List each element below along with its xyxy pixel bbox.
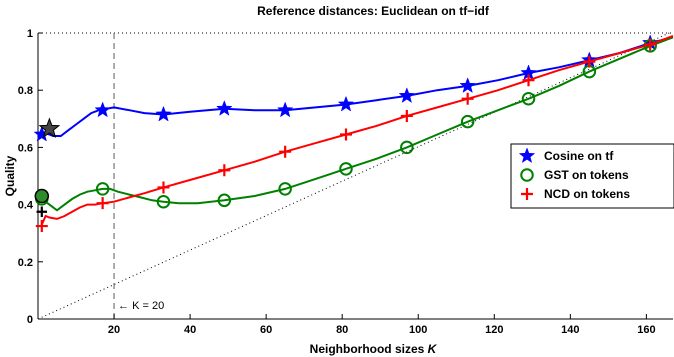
series-line-gst-on-tokens: [41, 36, 674, 212]
legend-label-gst-on-tokens: GST on tokens: [544, 168, 629, 182]
y-tick-label: 0: [27, 314, 33, 326]
data-point-ncd-on-tokens: [279, 145, 292, 158]
data-point-ncd-on-tokens: [96, 197, 109, 210]
y-tick-label: 0.6: [18, 142, 33, 154]
data-point-ncd-on-tokens: [35, 220, 48, 233]
x-axis-label-text: Neighborhood sizes: [310, 342, 428, 356]
y-axis-label: Quality: [3, 155, 17, 196]
data-point-cosine-on-tf: [155, 105, 172, 122]
chart-title: Reference distances: Euclidean on tf−idf: [257, 4, 490, 18]
data-point-ncd-on-tokens: [157, 181, 170, 194]
data-point-ncd-on-tokens: [583, 55, 596, 68]
reference-marker-plus: [36, 206, 48, 217]
y-tick-label: 0.4: [18, 200, 34, 212]
legend-label-cosine-on-tf: Cosine on tf: [544, 149, 614, 163]
x-tick-label: 20: [108, 324, 120, 336]
legend-marker-ncd-on-tokens: [521, 188, 533, 200]
series-line-cosine-on-tf: [41, 36, 674, 137]
data-point-cosine-on-tf: [94, 101, 111, 118]
data-point-ncd-on-tokens: [218, 164, 231, 177]
data-point-cosine-on-tf: [398, 87, 416, 103]
y-tick-label: 0.2: [18, 257, 33, 269]
data-point-ncd-on-tokens: [522, 74, 535, 87]
legend-label-ncd-on-tokens: NCD on tokens: [544, 187, 630, 201]
data-point-cosine-on-tf: [337, 95, 355, 112]
x-tick-label: 160: [637, 324, 655, 336]
x-tick-label: 60: [260, 324, 272, 336]
y-tick-label: 1: [27, 28, 33, 40]
x-tick-label: 40: [184, 324, 196, 336]
reference-marker-circle: [34, 188, 50, 204]
data-point-gst-on-tokens: [278, 182, 292, 196]
y-tick-label: 0.8: [18, 85, 33, 97]
plot-area: ← K = 20 20 40 60 80 100 120 140 160 0 0.2 0.4 0.6 0.…: [18, 28, 674, 336]
data-point-gst-on-tokens: [95, 182, 110, 196]
reference-marker-star: [38, 117, 61, 139]
data-point-gst-on-tokens: [460, 114, 475, 129]
data-point-ncd-on-tokens: [461, 92, 474, 105]
x-tick-label: 140: [561, 324, 579, 336]
legend-marker-gst-on-tokens: [520, 168, 534, 182]
data-point-gst-on-tokens: [217, 193, 232, 208]
k20-annotation: ← K = 20: [118, 300, 164, 312]
data-point-cosine-on-tf: [276, 101, 294, 118]
data-point-gst-on-tokens: [400, 140, 414, 155]
data-point-cosine-on-tf: [216, 100, 233, 116]
legend-box: [510, 143, 674, 209]
legend: Cosine on tf GST on tokens NCD on tokens: [510, 143, 674, 209]
x-tick-label: 100: [409, 324, 427, 336]
data-point-gst-on-tokens: [156, 194, 171, 209]
data-point-cosine-on-tf: [459, 77, 476, 93]
x-axis-label-var: K: [428, 342, 438, 356]
x-axis-label: Neighborhood sizes K: [310, 342, 438, 356]
x-tick-label: 120: [485, 324, 503, 336]
legend-marker-cosine-on-tf: [518, 147, 536, 164]
data-point-gst-on-tokens: [521, 92, 536, 106]
data-point-ncd-on-tokens: [644, 38, 657, 51]
x-tick-label: 80: [336, 324, 348, 336]
data-point-ncd-on-tokens: [400, 109, 413, 122]
data-point-gst-on-tokens: [339, 162, 353, 176]
data-point-ncd-on-tokens: [339, 128, 352, 141]
